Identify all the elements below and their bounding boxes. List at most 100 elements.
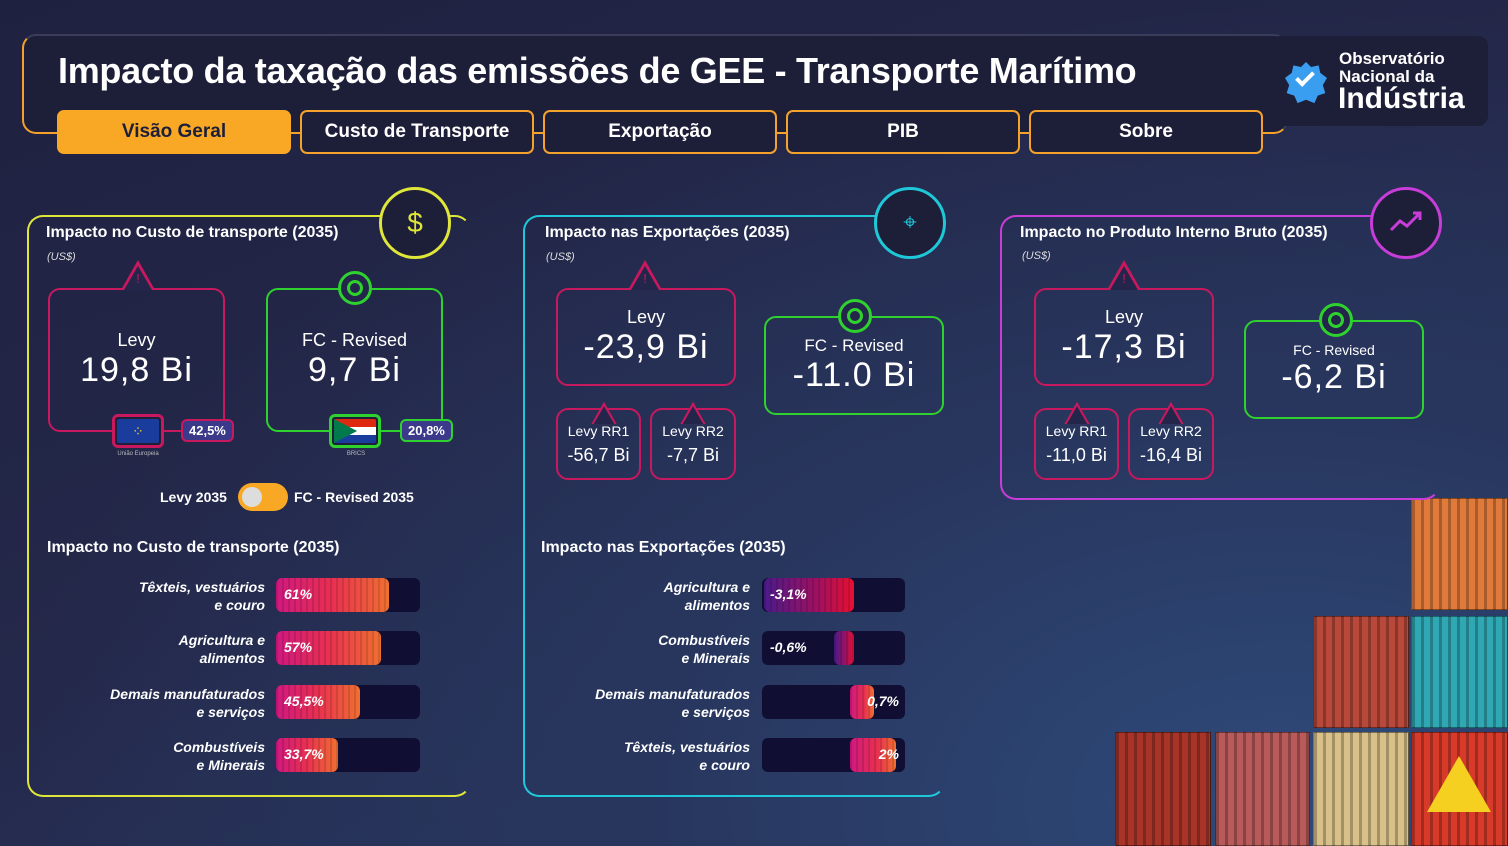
target-icon [1319,303,1353,337]
card-value: -7,7 Bi [666,444,720,465]
logo-text: Observatório Nacional da [1339,50,1445,86]
scenario-toggle[interactable] [238,483,288,511]
sector-label-line: alimentos [684,597,750,613]
location-route-icon: ⌖ [874,187,946,259]
tab-exportacao[interactable]: Exportação [543,110,777,154]
gdp-title: Impacto no Produto Interno Bruto (2035) [1020,224,1328,241]
gdp-rr1-card: Levy RR1 -11,0 Bi [1034,408,1119,480]
exports-title: Impacto nas Exportações (2035) [545,224,790,241]
sector-label-line: e serviços [196,704,266,720]
sector-bar-track: 0,7% [762,685,905,719]
levy-share-badge: 42,5% [181,419,234,442]
transport-title: Impacto no Custo de transporte (2035) [46,224,339,241]
sector-bar-track: -3,1% [762,578,905,612]
sector-bar [850,738,896,772]
exports-panel [523,215,945,797]
sector-value: 61% [284,586,313,602]
dollar-target-icon: $ [379,187,451,259]
card-value: -56,7 Bi [567,444,630,465]
card-value: 9,7 Bi [308,351,401,389]
page-title: Impacto da taxação das emissões de GEE -… [58,50,1137,91]
card-label: Levy [626,307,666,327]
sector-bar [764,578,854,612]
sector-value: -0,6% [770,639,807,655]
chart-growth-icon [1370,187,1442,259]
card-value: -11.0 Bi [792,356,916,394]
sector-label-line: alimentos [199,650,265,666]
sector-label: Agricultura e alimentos [530,578,750,614]
sector-label-line: Têxteis, vestuários [138,579,265,595]
card-value: -11,0 Bi [1046,444,1107,465]
sector-bar [276,631,381,665]
card-value: 19,8 Bi [80,351,193,389]
tab-visao-geral[interactable]: Visão Geral [57,110,291,154]
sector-label-line: Combustíveis [658,632,750,648]
sector-bar-track: 61% [276,578,420,612]
logo-line3: Indústria [1338,82,1465,115]
sector-bar-track: 45,5% [276,685,420,719]
region-caption: União Europeia [117,451,159,457]
transport-sectors-title: Impacto no Custo de transporte (2035) [47,539,340,556]
sector-bar-track: 57% [276,631,420,665]
card-label: Levy [1104,307,1144,327]
card-value: -17,3 Bi [1061,328,1187,366]
exports-rr2-card: Levy RR2 -7,7 Bi [650,408,736,480]
exports-rr1-card: Levy RR1 -56,7 Bi [556,408,641,480]
sector-label-line: e couro [214,597,265,613]
transport-unit: (US$) [47,251,76,263]
sector-label-line: Demais manufaturados [595,686,750,702]
region-caption: BRICS [346,451,366,457]
sector-value: -3,1% [770,586,807,602]
card-label: FC - Revised [301,330,408,350]
gdp-panel [1000,215,1440,500]
shipping-containers-image [1115,498,1508,846]
tab-pib[interactable]: PIB [786,110,1020,154]
card-value: -16,4 Bi [1139,444,1203,465]
eu-flag-icon: ⁘ [112,414,164,448]
sector-label-line: e Minerais [196,757,265,773]
transport-panel [27,215,471,797]
exports-unit: (US$) [546,251,575,263]
exports-fc-card: FC - Revised -11.0 Bi [764,316,944,415]
target-icon [338,271,372,305]
sector-label-line: e Minerais [681,650,750,666]
card-label: Levy [117,330,156,350]
sector-label-line: Combustíveis [173,739,265,755]
sector-label: Combustíveis e Minerais [45,738,265,774]
toggle-left-label: Levy 2035 [160,489,227,505]
gdp-levy-card: Levy -17,3 Bi [1034,288,1214,386]
sector-bar [276,738,338,772]
sector-bar-track: -0,6% [762,631,905,665]
gdp-unit: (US$) [1022,250,1051,262]
sector-bar-track: 2% [762,738,905,772]
card-value: -23,9 Bi [583,328,709,366]
exports-sectors-title: Impacto nas Exportações (2035) [541,539,786,556]
card-value: -6,2 Bi [1281,358,1387,396]
tab-sobre[interactable]: Sobre [1029,110,1263,154]
sector-label: Demais manufaturados e serviços [530,685,750,721]
sector-label: Têxteis, vestuários e couro [45,578,265,614]
transport-levy-card: Levy 19,8 Bi [48,288,225,432]
sector-bar [850,685,874,719]
target-icon [838,299,872,333]
card-label: Levy RR1 [567,422,630,439]
sector-bar [834,631,854,665]
sector-label: Demais manufaturados e serviços [45,685,265,721]
fc-share-badge: 20,8% [400,419,453,442]
card-label: Levy RR2 [662,422,724,439]
sector-bar [276,685,360,719]
exports-levy-card: Levy -23,9 Bi [556,288,736,386]
sector-bar [276,578,389,612]
sector-label-line: e couro [699,757,750,773]
sector-label-line: Demais manufaturados [110,686,265,702]
sector-label-line: Agricultura e [663,579,750,595]
sector-label-line: Agricultura e [178,632,265,648]
toggle-right-label: FC - Revised 2035 [294,489,414,505]
sector-label: Agricultura e alimentos [45,631,265,667]
card-label: Levy RR1 [1045,422,1108,439]
tab-custo-transporte[interactable]: Custo de Transporte [300,110,534,154]
logo-line1: Observatório [1339,49,1445,68]
sector-label-line: e serviços [681,704,751,720]
sector-value: 57% [284,639,313,655]
transport-fc-card: FC - Revised 9,7 Bi [266,288,443,432]
